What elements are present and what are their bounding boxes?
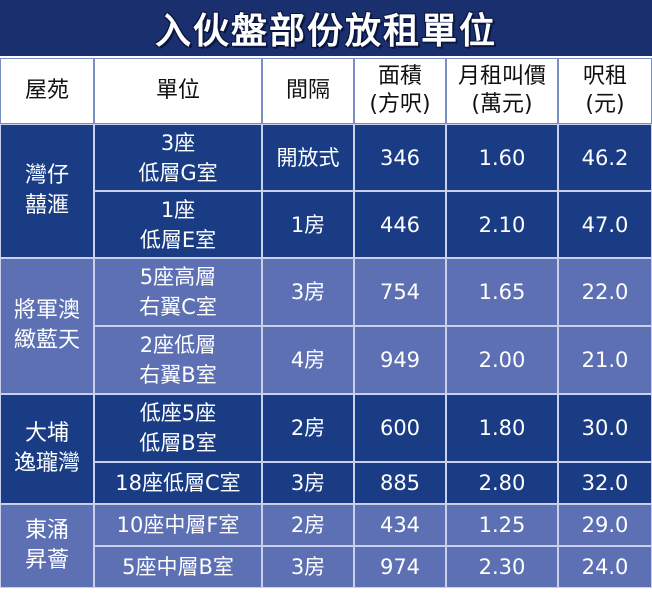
rent-cell: 2.00 [446,326,558,394]
estate-cell: 大埔 逸瓏灣 [0,394,94,504]
area-cell: 434 [354,504,446,546]
estate-cell: 東涌 昇薈 [0,504,94,588]
estate-cell: 灣仔 囍滙 [0,124,94,258]
unit-cell: 3座低層G室 [94,124,262,191]
layout-cell: 4房 [262,326,354,394]
psf-cell: 24.0 [558,546,652,588]
layout-cell: 開放式 [262,124,354,191]
header-rent-unit: (萬元) [471,92,533,117]
unit-line: 右翼C室 [139,295,217,319]
header-area-label: 面積 [377,64,422,89]
unit-cell: 18座低層C室 [94,462,262,504]
unit-cell: 1座低層E室 [94,191,262,258]
rent-cell: 2.80 [446,462,558,504]
area-cell: 346 [354,124,446,191]
unit-line: 低層E室 [139,227,217,252]
layout-cell: 3房 [262,546,354,588]
psf-cell: 32.0 [558,462,652,504]
estate-district: 將軍澳 [13,298,80,323]
rent-cell: 1.25 [446,504,558,546]
table-title: 入伙盤部份放租單位 [154,11,497,52]
layout-cell: 3房 [262,258,354,326]
unit-cell: 5座中層B室 [94,546,262,588]
header-rent: 月租叫價 (萬元) [446,58,558,124]
unit-line: 低座5座 [139,401,217,425]
layout-cell: 3房 [262,462,354,504]
area-cell: 885 [354,462,446,504]
estate-district: 灣仔 [24,163,69,188]
estate-district: 東涌 [24,518,69,543]
unit-line: 3座 [160,130,196,155]
rent-cell: 1.80 [446,394,558,462]
unit-line: 低層G室 [138,160,218,185]
header-estate-label: 屋苑 [24,78,69,103]
estate-name: 昇薈 [24,548,69,573]
psf-cell: 47.0 [558,191,652,258]
psf-cell: 21.0 [558,326,652,394]
estate-name: 緻藍天 [13,328,80,353]
header-rent-label: 月租叫價 [457,64,546,89]
unit-line: 右翼B室 [139,363,217,387]
psf-cell: 46.2 [558,124,652,191]
area-cell: 754 [354,258,446,326]
estate-name: 逸瓏灣 [13,451,80,476]
area-cell: 600 [354,394,446,462]
unit-cell: 2座低層右翼B室 [94,326,262,394]
rent-cell: 1.65 [446,258,558,326]
estate-cell: 將軍澳 緻藍天 [0,258,94,394]
layout-cell: 1房 [262,191,354,258]
layout-cell: 2房 [262,504,354,546]
psf-cell: 29.0 [558,504,652,546]
area-cell: 974 [354,546,446,588]
unit-line: 5座高層 [139,265,217,289]
estate-name: 囍滙 [24,193,69,218]
header-unit: 單位 [94,58,262,124]
estate-district: 大埔 [24,421,69,446]
unit-cell: 低座5座低層B室 [94,394,262,462]
header-layout: 間隔 [262,58,354,124]
unit-line: 2座低層 [139,333,217,357]
header-area: 面積 (方呎) [354,58,446,124]
header-estate: 屋苑 [0,58,94,124]
unit-line: 1座 [160,197,196,222]
unit-cell: 10座中層F室 [94,504,262,546]
area-cell: 949 [354,326,446,394]
rent-cell: 1.60 [446,124,558,191]
header-area-unit: (方呎) [369,92,431,117]
psf-cell: 22.0 [558,258,652,326]
unit-line: 低層B室 [139,431,217,455]
psf-cell: 30.0 [558,394,652,462]
title-bar: 入伙盤部份放租單位 [0,0,652,56]
area-cell: 446 [354,191,446,258]
layout-cell: 2房 [262,394,354,462]
header-psf-label: 呎租 [582,64,627,89]
rent-cell: 2.30 [446,546,558,588]
header-unit-label: 單位 [155,78,200,103]
rent-cell: 2.10 [446,191,558,258]
unit-cell: 5座高層右翼C室 [94,258,262,326]
header-layout-label: 間隔 [285,78,330,103]
header-psf-unit: (元) [585,92,625,117]
header-psf: 呎租 (元) [558,58,652,124]
